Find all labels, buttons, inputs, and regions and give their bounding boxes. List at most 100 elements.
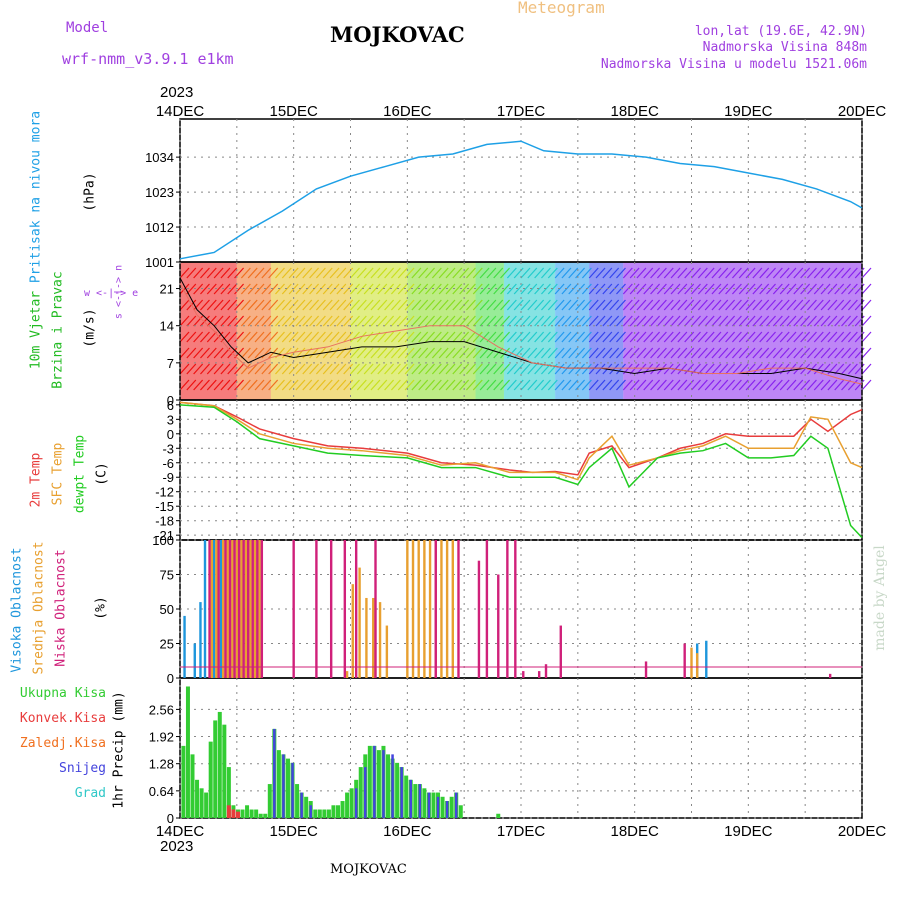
precip-bar — [382, 750, 385, 818]
wind-barb — [622, 379, 633, 391]
wind-barb — [295, 331, 306, 343]
precip-bar — [208, 741, 213, 818]
wind-barb — [779, 315, 790, 327]
wind-barb — [220, 315, 231, 327]
wind-barb — [731, 299, 742, 311]
wind-barb — [350, 379, 360, 391]
wind-barb — [759, 347, 770, 359]
wind-barb — [786, 347, 797, 359]
wind-barb — [806, 347, 817, 359]
wind-barb — [404, 363, 415, 375]
wind-barb — [404, 315, 415, 327]
wind-barb — [315, 267, 326, 279]
cloud-bar — [351, 584, 354, 678]
wind-barb — [691, 315, 701, 327]
wind-barb — [725, 299, 736, 311]
wind-barb — [479, 363, 490, 375]
cloud-bar — [451, 540, 454, 678]
precip-bar — [436, 796, 440, 818]
wind-barb — [486, 283, 497, 295]
wind-barb — [179, 267, 190, 279]
wind-barb — [390, 315, 401, 327]
wind-barb — [206, 283, 217, 295]
wind-barb — [513, 315, 524, 327]
wind-barb — [418, 379, 429, 391]
wind-barb — [227, 379, 238, 391]
wind-barb — [227, 299, 238, 311]
wind-barb — [834, 379, 845, 391]
wind-barb — [766, 267, 776, 279]
wind-barb — [186, 315, 197, 327]
wind-barb — [609, 299, 620, 311]
wind-barb — [247, 331, 258, 343]
wind-barb — [629, 283, 640, 295]
wind-barb — [418, 315, 429, 327]
wind-barb — [820, 379, 831, 391]
wind-barb — [704, 363, 715, 375]
wind-barb — [547, 363, 558, 375]
wind-barb — [616, 315, 626, 327]
wind-barb — [193, 267, 204, 279]
cloud-bar — [253, 540, 257, 678]
meteogram-label: Meteogram — [518, 0, 605, 17]
wind-barb — [561, 347, 572, 359]
ytick-label: -9 — [162, 470, 174, 485]
wind-barb — [527, 267, 538, 279]
wind-barb — [677, 299, 688, 311]
wind-barb — [472, 331, 483, 343]
wind-barb — [247, 347, 258, 359]
cloud-bar — [683, 643, 686, 678]
wind-barb — [445, 283, 456, 295]
wind-barb — [390, 267, 401, 279]
wind-barb — [493, 283, 504, 295]
wind-barb — [663, 267, 674, 279]
wind-barb — [465, 347, 476, 359]
wind-barb — [656, 315, 667, 327]
wind-barb — [759, 379, 770, 391]
precip-bar — [458, 805, 463, 818]
wind-barb — [759, 267, 770, 279]
precip-bar — [309, 805, 312, 818]
wind-speed-line — [179, 277, 863, 380]
wind-barb — [500, 315, 510, 327]
wind-barb — [234, 363, 245, 375]
wind-barb — [186, 379, 197, 391]
wind-barb — [377, 267, 388, 279]
wind-barb — [650, 347, 661, 359]
wind-barb — [309, 315, 320, 327]
wind-barb — [670, 267, 681, 279]
wind-barb — [486, 347, 497, 359]
ytick-label: 50 — [160, 602, 174, 617]
cloud-bar — [514, 540, 517, 678]
wind-barb — [561, 315, 572, 327]
wind-barb — [752, 315, 763, 327]
wind-barb — [411, 379, 422, 391]
wind-barb — [636, 283, 647, 295]
wind-barb — [322, 299, 333, 311]
wind-barb — [561, 331, 572, 343]
wind-barb — [541, 267, 551, 279]
wind-barb — [561, 363, 572, 375]
wind-barb — [609, 347, 620, 359]
wind-barb — [636, 363, 647, 375]
wind-barb — [643, 379, 654, 391]
precip-legend-grad: Grad — [74, 786, 106, 801]
wind-barb — [193, 347, 204, 359]
wind-barb — [206, 315, 217, 327]
wind-barb — [445, 299, 456, 311]
wind-barb — [704, 299, 715, 311]
precip-bar — [313, 809, 318, 818]
wind-barb — [206, 267, 217, 279]
wind-barb — [247, 267, 258, 279]
wind-barb — [418, 363, 429, 375]
wind-barb — [697, 315, 708, 327]
wind-barb — [261, 315, 272, 327]
wind-barb — [370, 363, 381, 375]
wind-barb — [738, 347, 749, 359]
wind-barb — [465, 379, 476, 391]
wind-barb — [616, 283, 626, 295]
wind-barb — [302, 299, 313, 311]
wind-barb — [738, 315, 749, 327]
wind-barb — [663, 283, 674, 295]
wind-barb — [486, 379, 497, 391]
